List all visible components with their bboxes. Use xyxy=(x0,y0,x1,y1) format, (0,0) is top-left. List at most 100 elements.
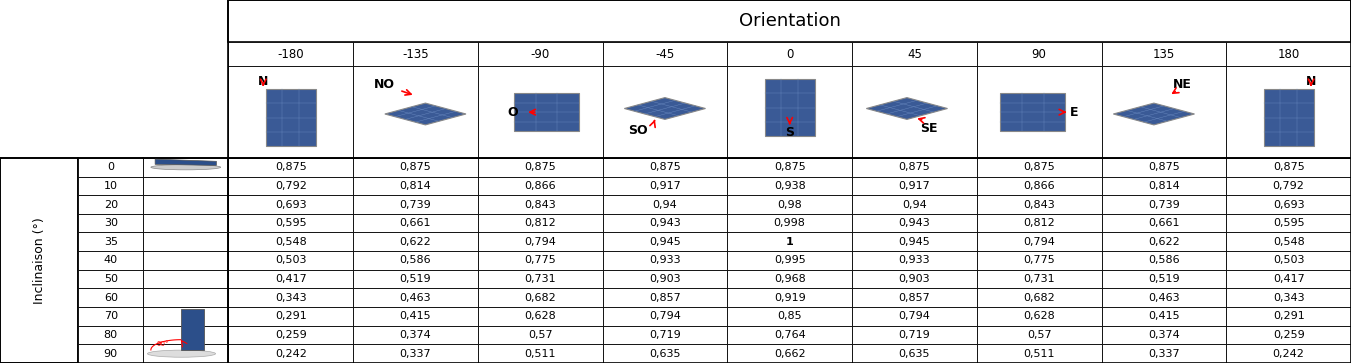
Text: 0,794: 0,794 xyxy=(648,311,681,321)
Text: 0,875: 0,875 xyxy=(274,162,307,172)
Text: 0,843: 0,843 xyxy=(1023,200,1055,209)
Text: 0,242: 0,242 xyxy=(1273,349,1305,359)
Text: 0,875: 0,875 xyxy=(898,162,931,172)
Text: 0,764: 0,764 xyxy=(774,330,805,340)
Bar xyxy=(228,0,1351,42)
Text: 0,792: 0,792 xyxy=(1273,181,1305,191)
Bar xyxy=(478,195,603,214)
Text: -45: -45 xyxy=(655,48,674,61)
Bar xyxy=(1227,232,1351,251)
Bar xyxy=(727,176,852,195)
Bar xyxy=(353,326,478,344)
Text: 0,731: 0,731 xyxy=(1023,274,1055,284)
Bar xyxy=(977,158,1101,176)
Bar xyxy=(852,326,977,344)
Bar xyxy=(727,66,852,158)
Text: 0,57: 0,57 xyxy=(528,330,553,340)
Bar xyxy=(478,270,603,289)
Text: 0,57: 0,57 xyxy=(1027,330,1051,340)
Text: 0,731: 0,731 xyxy=(524,274,557,284)
Bar xyxy=(603,232,727,251)
Bar xyxy=(228,195,353,214)
Bar xyxy=(143,344,228,363)
Bar xyxy=(78,307,143,326)
Text: 0,94: 0,94 xyxy=(653,200,677,209)
Bar xyxy=(228,176,353,195)
Polygon shape xyxy=(513,93,578,131)
Bar xyxy=(353,214,478,232)
Bar xyxy=(727,42,852,66)
Bar xyxy=(1227,42,1351,66)
Text: 0,628: 0,628 xyxy=(524,311,557,321)
Bar xyxy=(852,66,977,158)
Bar xyxy=(478,289,603,307)
Bar xyxy=(353,251,478,270)
Bar xyxy=(603,307,727,326)
Bar xyxy=(1227,176,1351,195)
Text: 0,343: 0,343 xyxy=(274,293,307,303)
Text: 0,943: 0,943 xyxy=(898,218,931,228)
Text: 0,622: 0,622 xyxy=(1148,237,1179,247)
Bar xyxy=(478,344,603,363)
Text: 0,463: 0,463 xyxy=(400,293,431,303)
Bar xyxy=(603,66,727,158)
Bar xyxy=(1101,307,1227,326)
Bar xyxy=(0,158,78,363)
Bar xyxy=(852,270,977,289)
Text: N: N xyxy=(1306,74,1316,87)
Text: 0,548: 0,548 xyxy=(274,237,307,247)
Text: 0,415: 0,415 xyxy=(400,311,431,321)
Bar xyxy=(603,42,727,66)
Bar xyxy=(852,307,977,326)
Polygon shape xyxy=(1263,89,1313,146)
Bar xyxy=(353,232,478,251)
Text: 0,814: 0,814 xyxy=(400,181,431,191)
Text: 0,661: 0,661 xyxy=(1148,218,1179,228)
Bar xyxy=(727,195,852,214)
Polygon shape xyxy=(765,79,815,136)
Text: 0,291: 0,291 xyxy=(274,311,307,321)
Text: 0,595: 0,595 xyxy=(274,218,307,228)
Text: 0,739: 0,739 xyxy=(1148,200,1179,209)
Bar xyxy=(228,307,353,326)
Bar xyxy=(78,289,143,307)
Bar xyxy=(353,344,478,363)
Text: 0,511: 0,511 xyxy=(524,349,555,359)
Text: S: S xyxy=(785,126,794,139)
Text: 0,693: 0,693 xyxy=(274,200,307,209)
Text: 0,682: 0,682 xyxy=(1023,293,1055,303)
Text: 0,933: 0,933 xyxy=(898,256,931,265)
Text: Inclinaison (°): Inclinaison (°) xyxy=(32,217,46,304)
Text: 0,628: 0,628 xyxy=(1023,311,1055,321)
Text: 70: 70 xyxy=(104,311,118,321)
Text: 0,968: 0,968 xyxy=(774,274,805,284)
Text: -135: -135 xyxy=(403,48,428,61)
Text: 90: 90 xyxy=(104,349,118,359)
Bar xyxy=(852,344,977,363)
Bar xyxy=(727,289,852,307)
Bar xyxy=(1101,214,1227,232)
Text: E: E xyxy=(1070,106,1078,119)
Text: 0,374: 0,374 xyxy=(1148,330,1179,340)
Text: 0,94: 0,94 xyxy=(902,200,927,209)
Bar xyxy=(478,307,603,326)
Bar xyxy=(478,66,603,158)
Bar xyxy=(228,326,353,344)
Bar xyxy=(353,307,478,326)
Text: 80: 80 xyxy=(104,330,118,340)
Text: 180: 180 xyxy=(1278,48,1300,61)
Text: 0,875: 0,875 xyxy=(648,162,681,172)
Bar xyxy=(852,158,977,176)
Bar xyxy=(727,251,852,270)
Bar xyxy=(852,195,977,214)
Text: 0,943: 0,943 xyxy=(648,218,681,228)
Text: 20: 20 xyxy=(104,200,118,209)
Text: 0,662: 0,662 xyxy=(774,349,805,359)
Text: 0,519: 0,519 xyxy=(1148,274,1179,284)
Text: 0,794: 0,794 xyxy=(898,311,931,321)
Bar xyxy=(78,270,143,289)
Bar xyxy=(143,307,228,326)
Bar xyxy=(977,195,1101,214)
Bar xyxy=(228,158,353,176)
Text: O: O xyxy=(508,106,517,119)
